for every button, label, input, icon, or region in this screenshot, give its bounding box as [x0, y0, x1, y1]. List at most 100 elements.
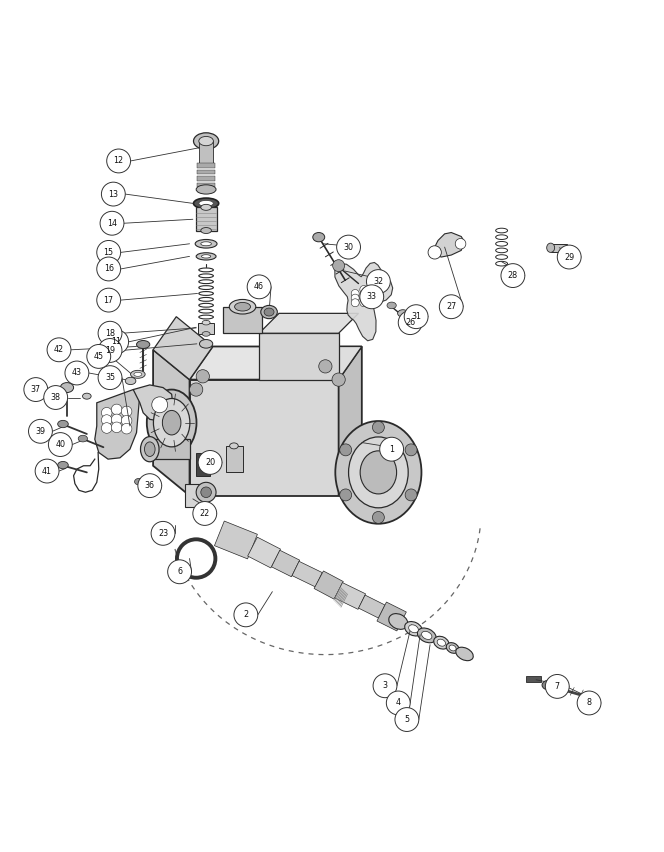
Circle shape: [545, 675, 569, 699]
Circle shape: [24, 377, 48, 401]
Ellipse shape: [437, 639, 446, 646]
Ellipse shape: [418, 628, 436, 642]
Ellipse shape: [542, 680, 556, 690]
Circle shape: [102, 415, 112, 425]
Polygon shape: [335, 583, 366, 609]
Ellipse shape: [335, 421, 422, 524]
Text: 12: 12: [114, 157, 124, 165]
Ellipse shape: [360, 451, 396, 494]
Polygon shape: [197, 176, 214, 181]
Text: 6: 6: [177, 567, 182, 576]
Circle shape: [360, 285, 368, 293]
Circle shape: [151, 521, 175, 545]
Circle shape: [319, 360, 332, 373]
Circle shape: [47, 338, 71, 362]
Circle shape: [168, 560, 191, 584]
Text: 31: 31: [411, 312, 421, 321]
Ellipse shape: [196, 185, 216, 194]
Text: 3: 3: [382, 682, 388, 690]
Circle shape: [340, 444, 352, 456]
Text: 30: 30: [343, 243, 353, 251]
Ellipse shape: [193, 198, 218, 209]
Text: 5: 5: [404, 715, 410, 724]
Ellipse shape: [125, 377, 136, 384]
Circle shape: [102, 182, 125, 206]
Circle shape: [360, 294, 368, 302]
Circle shape: [360, 285, 384, 308]
Ellipse shape: [153, 399, 190, 446]
Polygon shape: [189, 347, 362, 380]
Polygon shape: [197, 170, 214, 174]
Circle shape: [105, 330, 129, 354]
Ellipse shape: [398, 310, 408, 317]
Text: 14: 14: [107, 219, 117, 227]
Circle shape: [138, 474, 162, 498]
Circle shape: [112, 414, 122, 424]
Ellipse shape: [145, 442, 155, 457]
Polygon shape: [133, 385, 173, 421]
Polygon shape: [259, 347, 362, 380]
Ellipse shape: [264, 308, 274, 316]
Circle shape: [193, 502, 216, 526]
Text: 19: 19: [105, 346, 115, 355]
Ellipse shape: [147, 389, 197, 456]
Text: 35: 35: [105, 373, 115, 383]
Text: 28: 28: [508, 271, 518, 280]
Circle shape: [456, 239, 466, 249]
Circle shape: [29, 419, 52, 443]
Polygon shape: [314, 571, 343, 599]
Text: 36: 36: [145, 481, 155, 490]
Circle shape: [373, 511, 384, 523]
Ellipse shape: [135, 478, 144, 485]
Polygon shape: [226, 446, 242, 472]
Circle shape: [373, 674, 397, 698]
Polygon shape: [198, 323, 214, 334]
Circle shape: [337, 235, 361, 259]
Ellipse shape: [196, 482, 216, 502]
Ellipse shape: [199, 136, 213, 146]
Circle shape: [368, 294, 376, 302]
Circle shape: [87, 344, 111, 368]
Polygon shape: [550, 244, 567, 252]
Circle shape: [102, 423, 112, 434]
Polygon shape: [248, 537, 280, 568]
Ellipse shape: [434, 636, 449, 649]
Ellipse shape: [261, 305, 278, 319]
Ellipse shape: [201, 242, 211, 245]
Polygon shape: [199, 141, 212, 164]
Circle shape: [373, 422, 384, 434]
Circle shape: [405, 444, 417, 456]
Circle shape: [351, 299, 359, 307]
Polygon shape: [153, 350, 189, 496]
Polygon shape: [377, 602, 406, 631]
Circle shape: [35, 459, 59, 483]
Text: 8: 8: [586, 699, 592, 707]
Ellipse shape: [82, 394, 91, 400]
Circle shape: [65, 361, 89, 385]
Text: 16: 16: [104, 264, 114, 273]
Text: 40: 40: [55, 440, 65, 449]
Ellipse shape: [234, 302, 250, 311]
Circle shape: [97, 288, 121, 312]
Ellipse shape: [449, 645, 456, 651]
Circle shape: [97, 257, 121, 281]
Circle shape: [189, 383, 203, 396]
Ellipse shape: [193, 133, 218, 149]
Polygon shape: [95, 389, 140, 459]
Ellipse shape: [408, 625, 418, 633]
Ellipse shape: [199, 340, 212, 348]
Ellipse shape: [349, 437, 408, 508]
Text: 17: 17: [104, 296, 114, 305]
Text: 15: 15: [104, 248, 114, 257]
Text: 45: 45: [94, 352, 104, 361]
Circle shape: [112, 404, 122, 415]
Circle shape: [97, 240, 121, 264]
Polygon shape: [214, 521, 258, 559]
Circle shape: [368, 299, 376, 307]
Circle shape: [98, 338, 122, 362]
Text: 26: 26: [405, 318, 415, 327]
Text: 13: 13: [108, 190, 118, 199]
Text: 2: 2: [243, 610, 248, 619]
Circle shape: [98, 321, 122, 345]
Circle shape: [351, 290, 359, 297]
